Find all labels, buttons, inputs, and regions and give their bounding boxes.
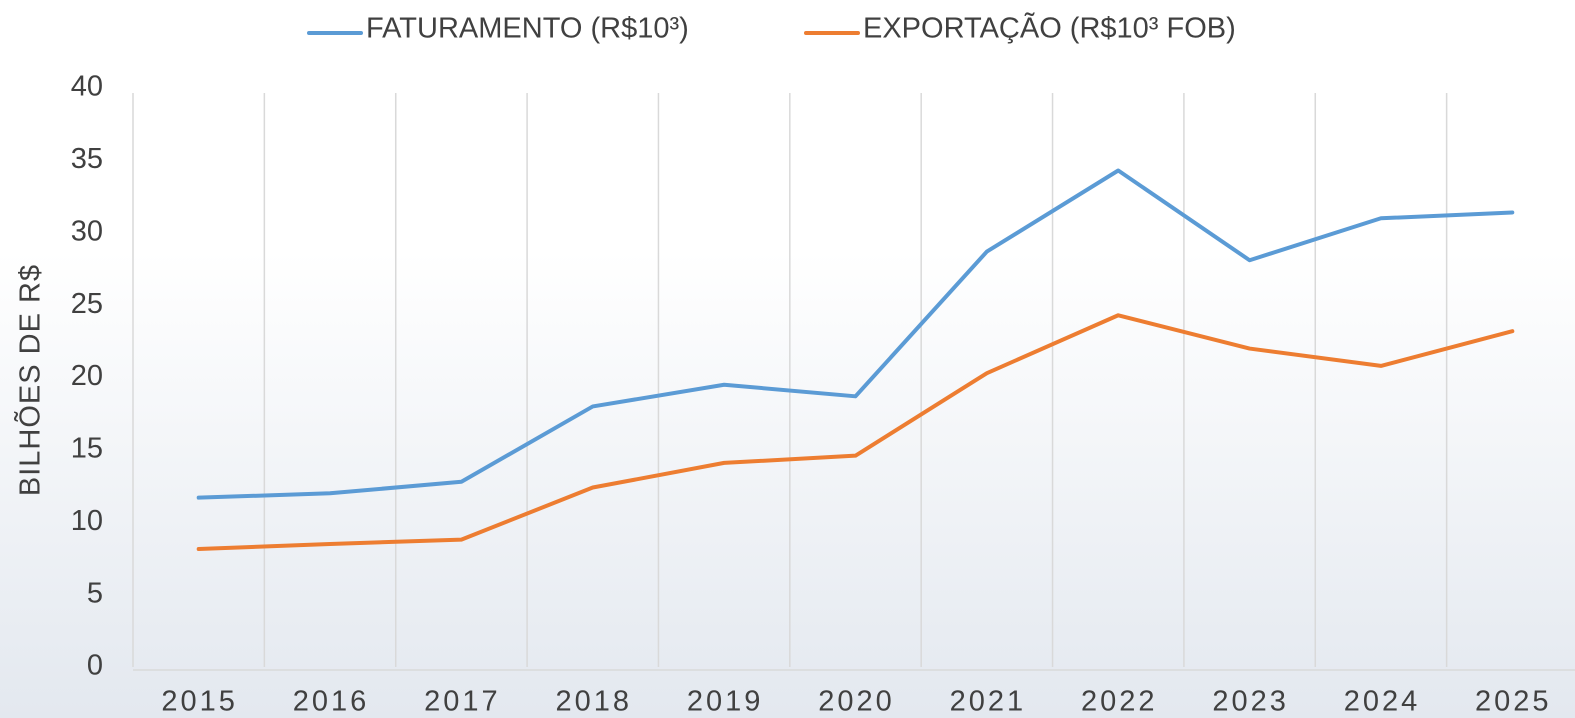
y-tick-label: 35 bbox=[71, 143, 103, 175]
x-tick-label: 2021 bbox=[950, 686, 1027, 718]
legend-label: FATURAMENTO (R$10³) bbox=[366, 13, 689, 45]
x-tick-label: 2024 bbox=[1344, 686, 1421, 718]
y-tick-label: 0 bbox=[87, 650, 103, 682]
x-tick-label: 2019 bbox=[687, 686, 764, 718]
line-series bbox=[196, 313, 1515, 552]
x-tick-label: 2017 bbox=[424, 686, 501, 718]
line-series bbox=[196, 168, 1515, 500]
y-tick-label: 10 bbox=[71, 505, 103, 537]
x-tick-label: 2020 bbox=[818, 686, 895, 718]
y-tick-label: 30 bbox=[71, 215, 103, 247]
y-tick-label: 5 bbox=[87, 577, 103, 609]
y-tick-label: 40 bbox=[71, 71, 103, 103]
y-tick-label: 20 bbox=[71, 360, 103, 392]
y-tick-label: 25 bbox=[71, 288, 103, 320]
x-tick-label: 2023 bbox=[1212, 686, 1289, 718]
legend-label: EXPORTAÇÃO (R$10³ FOB) bbox=[863, 11, 1236, 45]
x-tick-label: 2015 bbox=[161, 686, 238, 718]
y-axis-title: BILHÕES DE R$ bbox=[13, 264, 47, 496]
x-tick-label: 2025 bbox=[1475, 686, 1552, 718]
x-tick-label: 2018 bbox=[556, 686, 633, 718]
x-tick-label: 2016 bbox=[293, 686, 370, 718]
y-tick-label: 15 bbox=[71, 433, 103, 465]
x-tick-label: 2022 bbox=[1081, 686, 1158, 718]
